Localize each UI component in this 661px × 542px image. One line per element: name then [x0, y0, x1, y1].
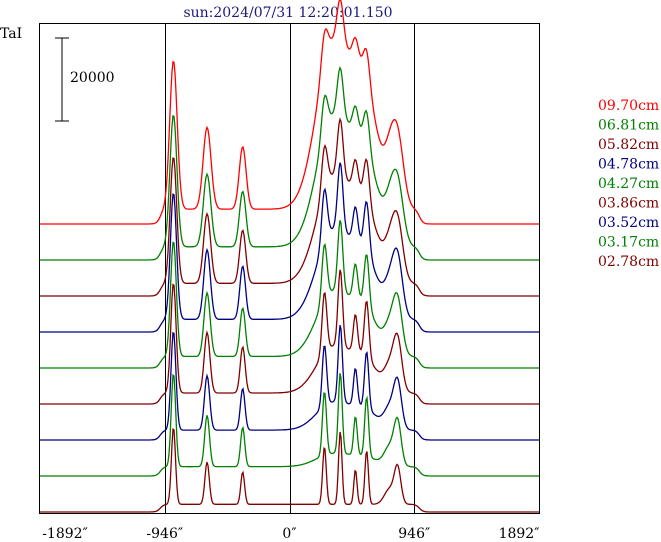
chart-title: sun:2024/07/31 12:20:01.150	[183, 5, 392, 21]
series-line-02.78cm	[40, 427, 539, 513]
series-line-06.81cm	[40, 66, 539, 261]
legend-entry: 05.82cm	[598, 137, 659, 153]
legend-entry: 02.78cm	[598, 254, 659, 270]
legend-entry: 03.86cm	[598, 196, 659, 212]
series-line-03.52cm	[40, 325, 539, 441]
series-line-05.82cm	[40, 117, 539, 297]
legend-entry: 03.52cm	[598, 215, 659, 231]
y-axis-label: TaI	[0, 26, 22, 42]
x-tick-label: 0″	[282, 526, 296, 542]
legend-entry: 04.78cm	[598, 157, 659, 173]
x-tick-label: 1892″	[499, 526, 540, 542]
series-line-03.86cm	[40, 269, 539, 405]
x-tick-label: -946″	[146, 526, 183, 542]
series-line-03.17cm	[40, 373, 539, 477]
x-tick-label: 946″	[398, 526, 430, 542]
legend-entry: 03.17cm	[598, 235, 659, 251]
x-tick-label: -1892″	[42, 526, 88, 542]
series-line-04.78cm	[40, 162, 539, 333]
vertical-reference-lines	[165, 24, 415, 513]
x-tick-labels: -1892″ -946″ 0″ 946″ 1892″	[42, 526, 539, 542]
series-layer	[40, 0, 539, 513]
legend: 09.70cm 06.81cm 05.82cm 04.78cm 04.27cm 03.86…	[598, 98, 659, 270]
legend-entry: 04.27cm	[598, 176, 659, 192]
series-line-04.27cm	[40, 220, 539, 369]
scale-bar-label: 20000	[70, 70, 115, 86]
legend-entry: 09.70cm	[598, 98, 659, 114]
scale-bar: 20000	[55, 37, 115, 122]
series-line-09.70cm	[40, 0, 539, 225]
plot-frame	[39, 23, 540, 514]
legend-entry: 06.81cm	[598, 118, 659, 134]
